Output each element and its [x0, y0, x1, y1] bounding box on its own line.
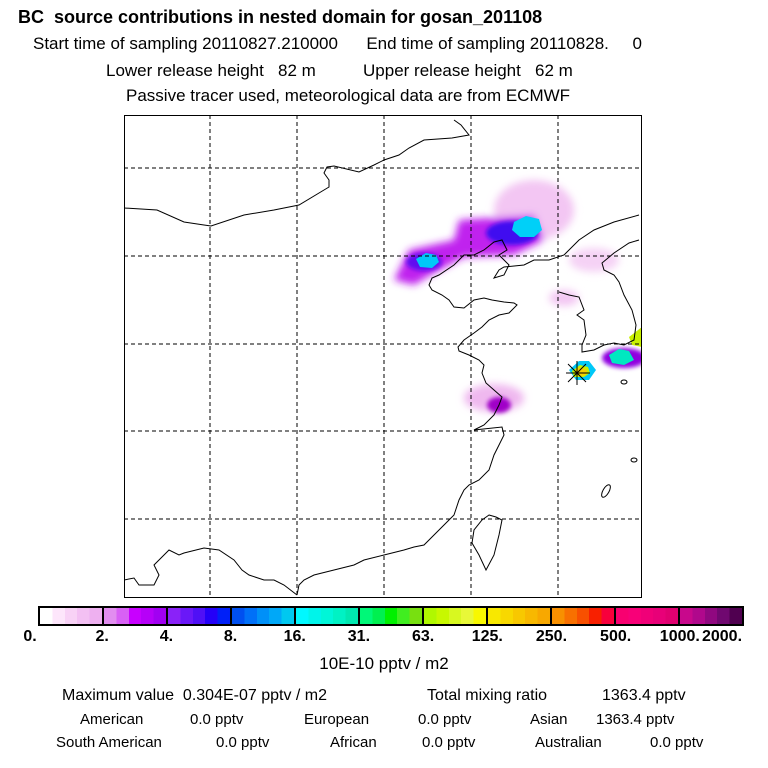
- colorbar-tick-label: 16.: [283, 628, 306, 645]
- colorbar-tick-label: 63.: [411, 628, 435, 645]
- colorbar-segment: [104, 608, 168, 624]
- colorbar-segment: [232, 608, 296, 624]
- colorbar-segment: [40, 608, 104, 624]
- colorbar-segment: [680, 608, 742, 624]
- colorbar-tick-label: 2000.: [701, 628, 743, 645]
- region-value: 0.0 pptv: [190, 711, 244, 728]
- colorbar-segment: [616, 608, 680, 624]
- region-name: European: [304, 711, 370, 728]
- release-heights: Lower release height 82 m Upper release …: [106, 61, 573, 81]
- colorbar-tick-label: 8.: [223, 628, 238, 645]
- plot-title: BC source contributions in nested domain…: [18, 7, 543, 27]
- end-label: End time of sampling: [366, 34, 526, 53]
- colorbar-segment: [424, 608, 488, 624]
- upper-label: Upper release height: [363, 61, 521, 80]
- colorbar-segment: [296, 608, 360, 624]
- region-value: 0.0 pptv: [422, 734, 476, 751]
- colorbar-segment: [488, 608, 552, 624]
- upper-value: 62 m: [535, 61, 573, 80]
- lower-label: Lower release height: [106, 61, 264, 80]
- colorbar-tick-label: 0.: [23, 628, 37, 645]
- lower-value: 82 m: [278, 61, 316, 80]
- region-value: 0.0 pptv: [650, 734, 704, 751]
- max-label: Maximum value: [62, 687, 175, 704]
- end-value: 20110828. 0: [529, 34, 642, 53]
- max-value-row: Maximum value 0.304E-07 pptv / m2: [62, 687, 327, 705]
- colorbar-tick-label: 500.: [600, 628, 632, 645]
- colorbar-segment: [360, 608, 424, 624]
- total-value: 1363.4 pptv: [602, 687, 686, 704]
- region-name: Asian: [530, 711, 568, 728]
- colorbar-tick-label: 2.: [95, 628, 109, 645]
- sampling-times: Start time of sampling 20110827.210000 E…: [33, 34, 642, 54]
- region-name: African: [330, 734, 377, 751]
- colorbar-segment: [168, 608, 232, 624]
- plume-hotspot: [416, 253, 439, 268]
- region-name: American: [80, 711, 144, 728]
- plume-hotspot: [629, 327, 642, 347]
- coastlines: [124, 119, 640, 596]
- colorbar-tick-label: 250.: [535, 628, 568, 645]
- total-row: Total mixing ratio: [427, 687, 547, 705]
- colorbar-tick-label: 1000.: [659, 628, 700, 645]
- plume-hotspot: [512, 216, 542, 237]
- colorbar-unit: 10E-10 pptv / m2: [319, 654, 449, 673]
- receptor-station-marker: [566, 361, 590, 385]
- start-value: 20110827.210000: [202, 34, 338, 53]
- plume-hotspot: [609, 349, 634, 365]
- region-name: Australian: [535, 734, 602, 751]
- map-panel: [124, 115, 642, 598]
- colorbar-tick-label: 125.: [471, 628, 503, 645]
- region-value: 1363.4 pptv: [596, 711, 675, 728]
- total-label: Total mixing ratio: [427, 687, 548, 704]
- colorbar-tick-label: 4.: [159, 628, 174, 645]
- tracer-note: Passive tracer used, meteorological data…: [126, 86, 571, 105]
- region-value: 0.0 pptv: [216, 734, 270, 751]
- colorbar-tick-label: 31.: [347, 628, 371, 645]
- colorbar: [38, 606, 744, 626]
- start-label: Start time of sampling: [33, 34, 198, 53]
- grid-lines: [124, 115, 642, 598]
- region-name: South American: [56, 734, 162, 751]
- region-value: 0.0 pptv: [418, 711, 472, 728]
- colorbar-segment: [552, 608, 616, 624]
- concentration-field: [394, 180, 642, 413]
- map-frame: [124, 115, 642, 598]
- max-value: 0.304E-07 pptv / m2: [182, 687, 328, 704]
